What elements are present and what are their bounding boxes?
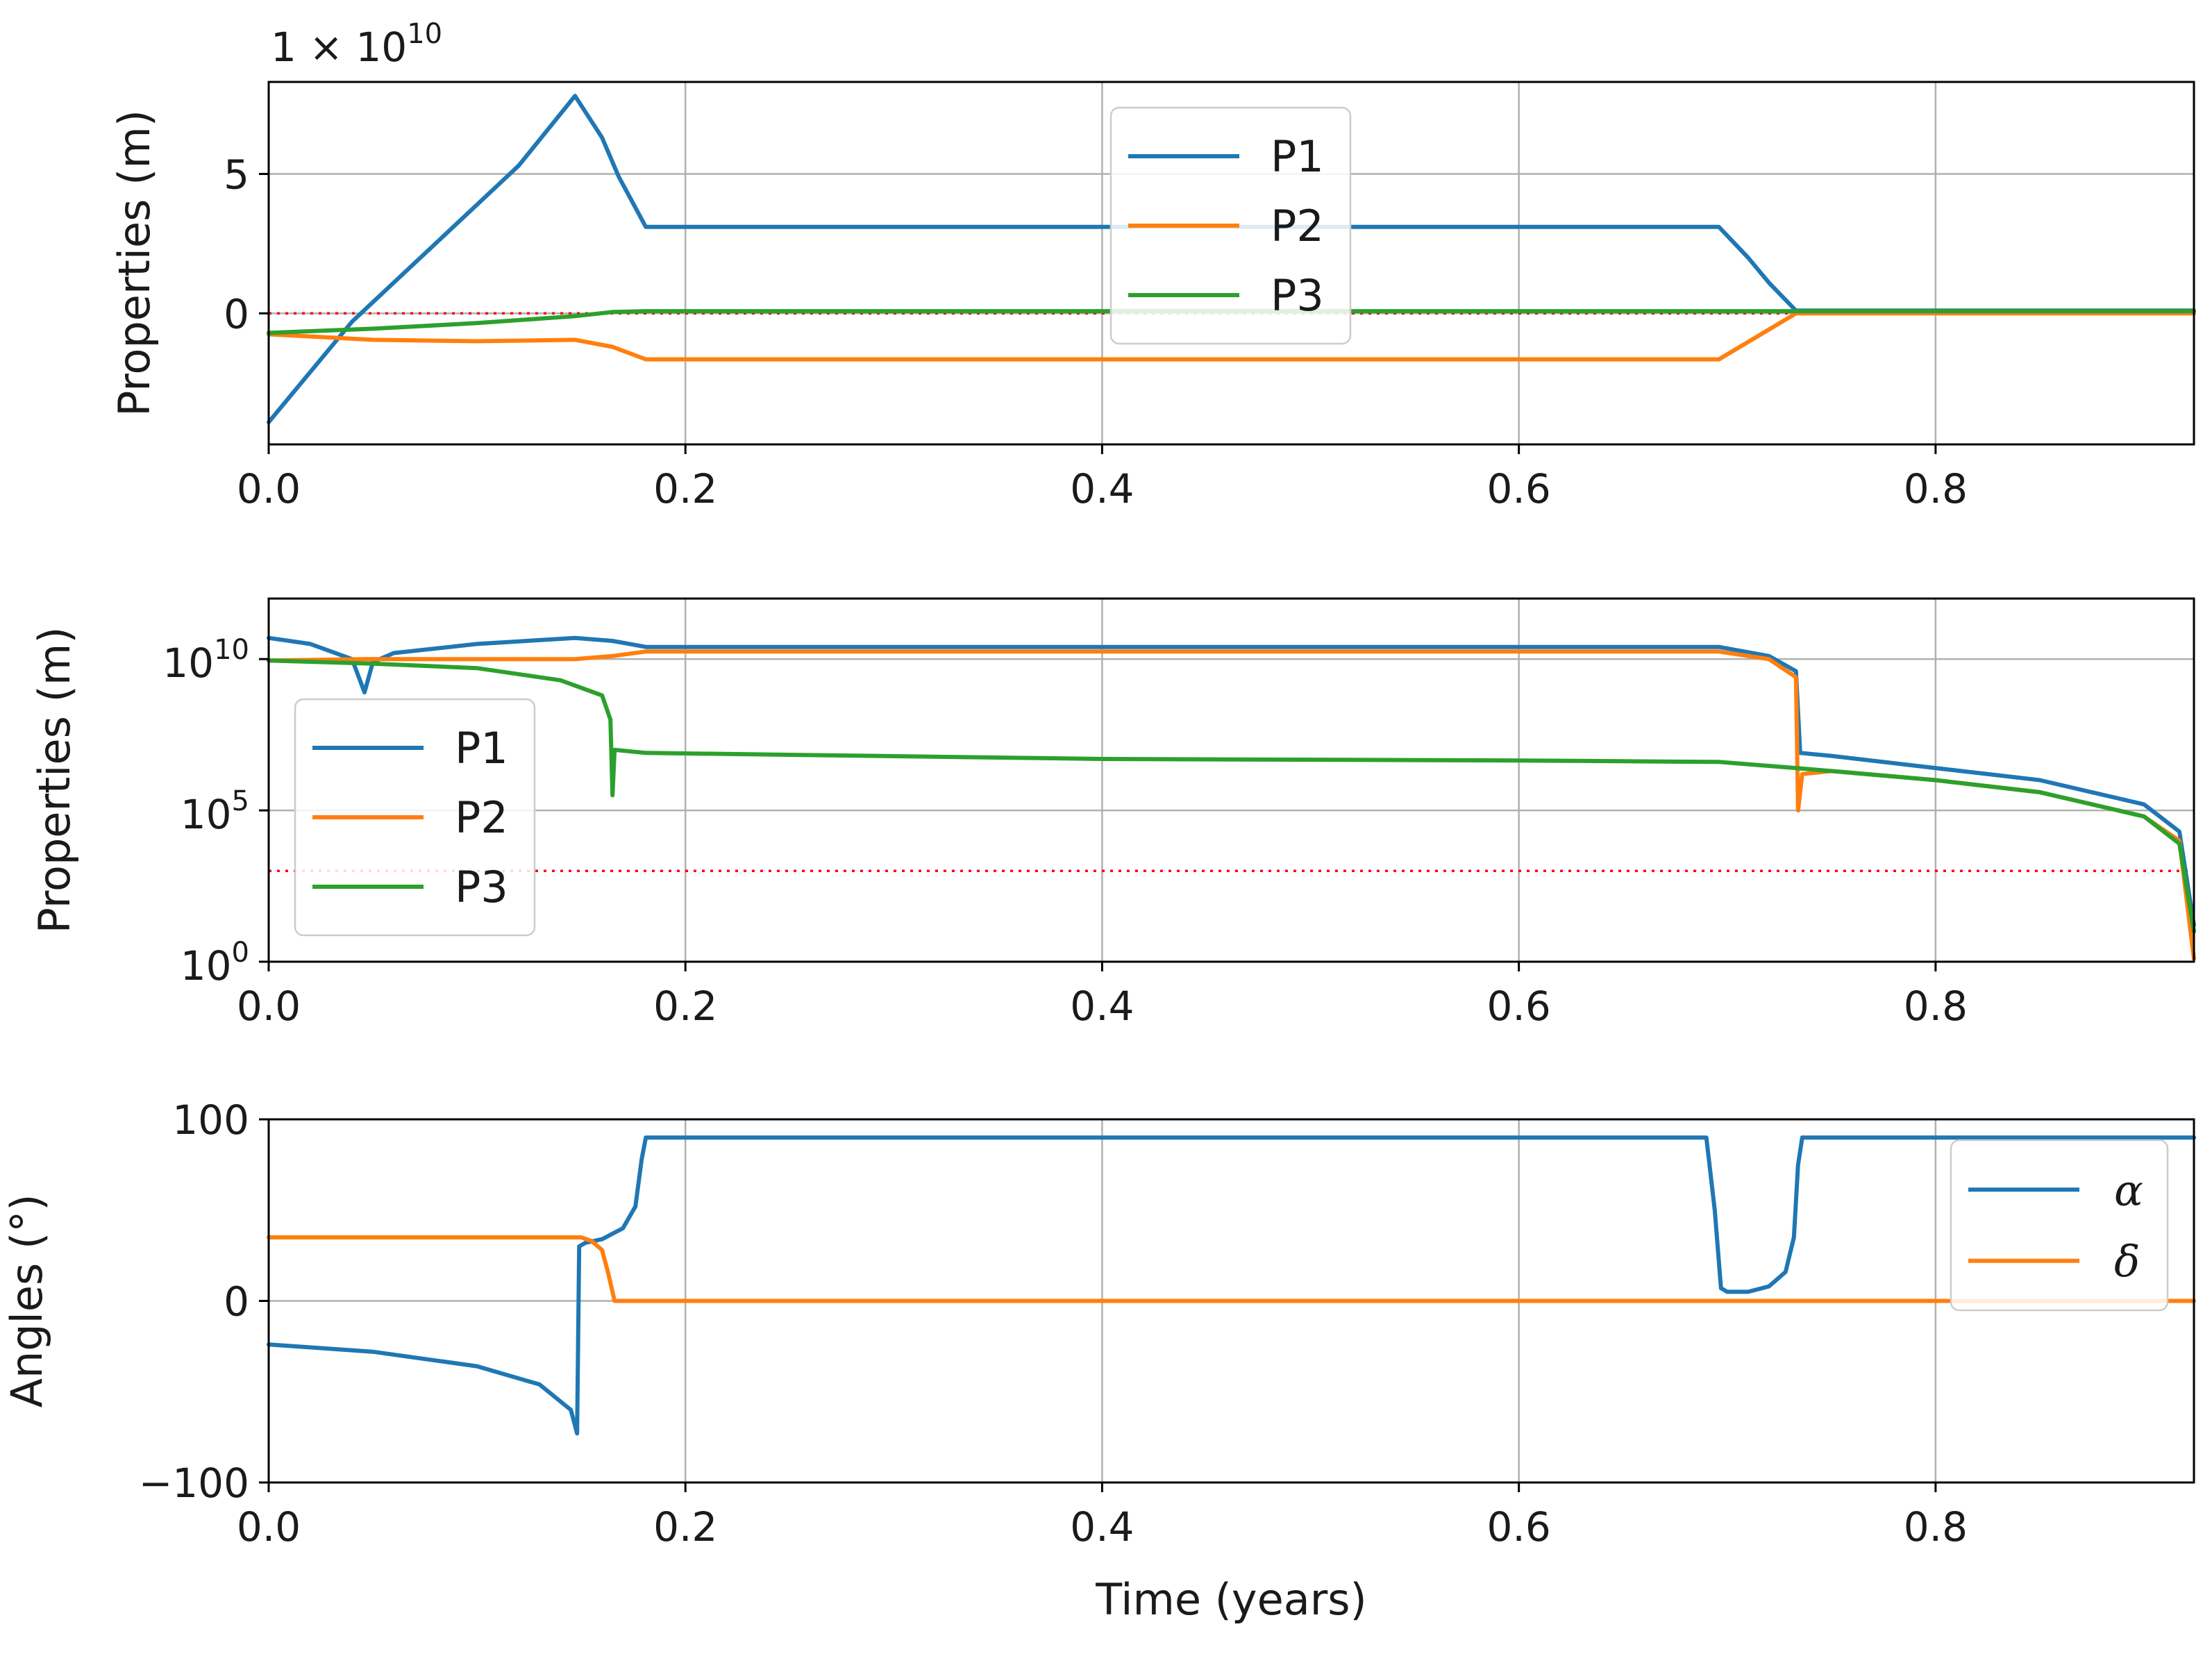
y-tick-label: 1010 bbox=[162, 634, 249, 687]
legend: αδ bbox=[1950, 1139, 2169, 1312]
axes-frame bbox=[267, 81, 2195, 446]
y-tick-label: 0 bbox=[224, 1278, 249, 1326]
legend-label: P1 bbox=[455, 723, 508, 774]
y-tick-label-exponent: 5 bbox=[232, 785, 249, 817]
x-tick-label: 0.2 bbox=[653, 983, 717, 1030]
y-tick-label-base: 10 bbox=[181, 791, 232, 838]
series-line-P2 bbox=[267, 311, 2196, 362]
y-axis-label: Properties (m) bbox=[109, 110, 160, 417]
panel-bottom-angles: 0.0 0.2 0.4 0.6 0.8 −100 0 100 Angles (°) Time… bbox=[1, 1096, 2196, 1625]
y-tick-label-base: 10 bbox=[181, 942, 232, 989]
legend-label: P3 bbox=[1271, 270, 1324, 321]
x-ticks: 0.0 0.2 0.4 0.6 0.8 bbox=[237, 962, 1968, 1030]
legend-label: P2 bbox=[455, 792, 508, 843]
x-axis-label: Time (years) bbox=[1095, 1574, 1366, 1625]
legend: P1 P2 P3 bbox=[294, 698, 536, 937]
y-axis-label: Properties (m) bbox=[29, 627, 80, 934]
series-line-δ bbox=[267, 1235, 2196, 1303]
y-tick-label: 100 bbox=[181, 937, 249, 989]
legend-label: δ bbox=[2114, 1236, 2140, 1287]
legend-label: P1 bbox=[1271, 131, 1324, 182]
panel-top-linear: 0.0 0.2 0.4 0.6 0.8 05 Properties (m) 1 × 10… bbox=[109, 18, 2196, 512]
y-tick-label: 100 bbox=[172, 1096, 249, 1144]
series-line-P3 bbox=[267, 658, 2196, 934]
y-tick-label: 5 bbox=[224, 151, 249, 199]
x-tick-label: 0.6 bbox=[1487, 465, 1551, 512]
y-ticks: 05 bbox=[224, 151, 269, 337]
x-tick-label: 0.8 bbox=[1904, 983, 1968, 1030]
x-tick-label: 0.2 bbox=[653, 1503, 717, 1551]
y-tick-label-exponent: 10 bbox=[214, 634, 249, 666]
y-tick-label: 0 bbox=[224, 290, 249, 337]
y-tick-label-exponent: 0 bbox=[232, 937, 249, 969]
legend-label: P3 bbox=[455, 862, 508, 912]
series-lines bbox=[267, 1135, 2196, 1436]
series-line-α bbox=[267, 1135, 2196, 1436]
legend-box bbox=[1950, 1139, 2169, 1312]
x-tick-label: 0.4 bbox=[1070, 465, 1134, 512]
y-tick-label: 105 bbox=[181, 785, 249, 838]
x-tick-label: 0.4 bbox=[1070, 983, 1134, 1030]
axes-frame bbox=[267, 597, 2195, 963]
x-tick-label: 0.0 bbox=[237, 1503, 301, 1551]
series-lines bbox=[267, 635, 2196, 961]
series-lines bbox=[267, 94, 2196, 424]
x-tick-label: 0.6 bbox=[1487, 983, 1551, 1030]
x-tick-label: 0.6 bbox=[1487, 1503, 1551, 1551]
x-tick-label: 0.0 bbox=[237, 983, 301, 1030]
series-line-P3 bbox=[267, 309, 2196, 335]
y-ticks: −100 0 100 bbox=[139, 1096, 269, 1507]
x-ticks: 0.0 0.2 0.4 0.6 0.8 bbox=[237, 1482, 1968, 1551]
legend-label: α bbox=[2114, 1164, 2143, 1215]
legend: P1 P2 P3 bbox=[1109, 106, 1352, 345]
x-ticks: 0.0 0.2 0.4 0.6 0.8 bbox=[237, 444, 1968, 512]
x-tick-label: 0.4 bbox=[1070, 1503, 1134, 1551]
legend-label: P2 bbox=[1271, 201, 1324, 251]
x-tick-label: 0.8 bbox=[1904, 465, 1968, 512]
offset-text-base: 1 × 10 bbox=[271, 24, 407, 71]
y-axis-label: Angles (°) bbox=[1, 1194, 52, 1408]
y-tick-label-base: 10 bbox=[162, 640, 214, 687]
series-line-P1 bbox=[267, 635, 2196, 928]
x-tick-label: 0.2 bbox=[653, 465, 717, 512]
offset-text-exponent: 10 bbox=[407, 18, 442, 50]
series-line-P1 bbox=[267, 94, 2196, 424]
x-tick-label: 0.8 bbox=[1904, 1503, 1968, 1551]
offset-text: 1 × 1010 bbox=[271, 18, 442, 71]
y-tick-label: −100 bbox=[139, 1460, 249, 1507]
x-tick-label: 0.0 bbox=[237, 465, 301, 512]
